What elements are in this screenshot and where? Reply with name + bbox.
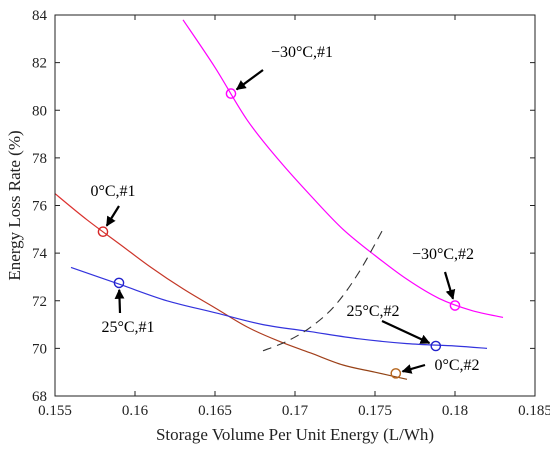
annotation-label: 25°C,#2: [346, 303, 399, 320]
series-layer: [54, 19, 504, 380]
data-point-marker: [449, 300, 461, 311]
series-line-dashed: [262, 229, 384, 352]
x-tick-label: 0.175: [358, 403, 392, 419]
y-axis: 68 70 72 74 76 78 80 82 84: [32, 8, 535, 405]
y-axis-label: Energy Loss Rate (%): [5, 130, 24, 280]
y-tick-label: 70: [32, 341, 47, 357]
y-tick-label: 76: [32, 199, 48, 215]
series-line: [182, 19, 504, 318]
annotation-arrow: [235, 69, 264, 91]
data-point-marker: [430, 340, 442, 352]
annotation-label: 0°C,#2: [434, 357, 479, 374]
x-tick-label: 0.18: [442, 403, 468, 419]
annotation-arrow: [381, 320, 431, 345]
y-tick-label: 84: [32, 8, 48, 24]
y-tick-label: 72: [32, 294, 47, 310]
y-tick-label: 82: [32, 56, 47, 72]
annotation-label: −30°C,#2: [412, 246, 474, 263]
x-axis: 0.155 0.16 0.165 0.17 0.175 0.18 0.185: [38, 15, 550, 419]
annotation-arrow: [443, 271, 456, 300]
data-point-marker: [225, 88, 237, 99]
annotation-layer: −30°C,#1 −30°C,#2 0°C,#1 0°C,#2 25°C,#1 25°C,…: [90, 44, 480, 379]
annotation-arrow: [114, 288, 125, 314]
x-tick-label: 0.155: [38, 403, 72, 419]
data-point-marker: [113, 277, 125, 289]
annotation-label: 25°C,#1: [101, 319, 154, 336]
x-tick-label: 0.16: [122, 403, 149, 419]
data-point-marker: [97, 226, 109, 237]
y-tick-label: 80: [32, 103, 47, 119]
annotation-arrow: [105, 205, 120, 227]
annotation-label: 0°C,#1: [90, 183, 135, 200]
y-tick-label: 74: [32, 246, 48, 262]
plot-frame: [54, 14, 536, 397]
x-tick-label: 0.165: [198, 403, 232, 419]
series-line: [70, 266, 488, 349]
annotation-arrow: [401, 363, 426, 374]
x-tick-label: 0.185: [518, 403, 550, 419]
annotation-label: −30°C,#1: [271, 44, 333, 61]
x-axis-label: Storage Volume Per Unit Energy (L/Wh): [156, 425, 434, 444]
x-tick-label: 0.17: [282, 403, 309, 419]
data-point-marker: [390, 368, 402, 379]
series-line: [54, 193, 408, 380]
y-tick-label: 68: [32, 389, 47, 405]
y-tick-label: 78: [32, 151, 47, 167]
